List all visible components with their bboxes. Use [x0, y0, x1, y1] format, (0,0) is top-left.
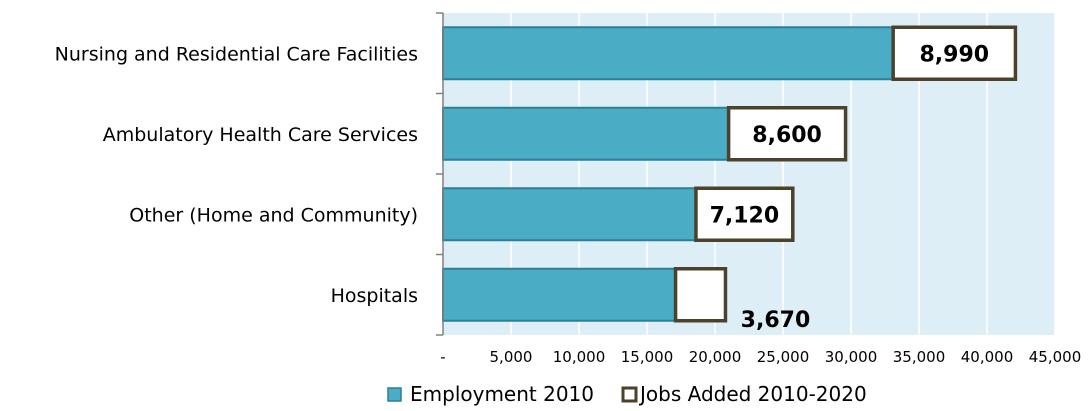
bar-jobs-added [726, 106, 848, 162]
bar-employment-2010 [442, 26, 895, 81]
legend-swatch-jobs-added [621, 386, 638, 403]
category-label: Hospitals [331, 285, 418, 307]
data-label: 3,670 [741, 308, 811, 333]
legend: Employment 2010 Jobs Added 2010-2020 [387, 382, 867, 406]
category-label: Other (Home and Community) [129, 204, 418, 226]
axes: - 5,000 10,000 15,000 20,000 25,000 30,000 35,0… [436, 12, 1082, 366]
x-tick-label: 10,000 [553, 348, 606, 366]
x-tick-label: 20,000 [689, 348, 742, 366]
legend-label-jobs-added: Jobs Added 2010-2020 [638, 382, 867, 406]
legend-swatch-employment [387, 387, 402, 402]
data-label: 8,600 [752, 123, 822, 148]
category-label: Nursing and Residential Care Facilities [55, 43, 418, 65]
x-tick-label: 15,000 [621, 348, 674, 366]
labels: Nursing and Residential Care Facilities 8… [55, 42, 989, 333]
bar-employment-2010 [442, 106, 730, 161]
bars [442, 25, 1018, 323]
x-tick-label: 40,000 [961, 348, 1014, 366]
legend-label-employment: Employment 2010 [410, 382, 594, 406]
category-label: Ambulatory Health Care Services [103, 124, 418, 146]
x-tick-label: 25,000 [757, 348, 810, 366]
bar-employment-2010 [442, 187, 697, 242]
bar-jobs-added [891, 25, 1018, 81]
x-tick-label: 5,000 [490, 348, 533, 366]
x-tick-label: - [440, 348, 445, 366]
bar-employment-2010 [442, 267, 677, 322]
bar-jobs-added [694, 186, 795, 242]
x-tick-label: 35,000 [893, 348, 946, 366]
x-tick-label: 45,000 [1029, 348, 1082, 366]
bar-jobs-added [673, 267, 728, 323]
x-tick-label: 30,000 [825, 348, 878, 366]
data-label: 7,120 [710, 203, 780, 228]
data-label: 8,990 [919, 42, 989, 67]
